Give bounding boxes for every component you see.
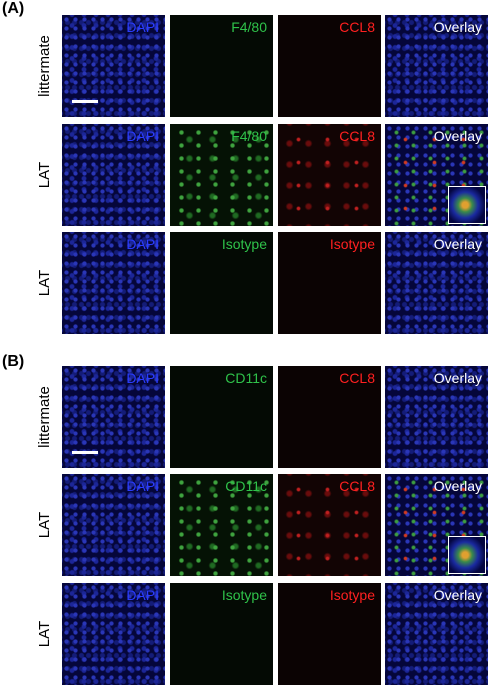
channel-label: Overlay <box>433 478 482 494</box>
channel-label: Overlay <box>433 370 482 386</box>
micrograph: DAPI <box>62 15 165 117</box>
row-label: LAT <box>36 620 53 648</box>
row-label: LAT <box>36 161 53 189</box>
channel-label: CCL8 <box>339 19 375 35</box>
micrograph: Overlay <box>385 15 488 117</box>
channel-label: DAPI <box>126 236 159 252</box>
micrograph: Overlay <box>385 583 488 685</box>
channel-label: Isotype <box>329 587 375 603</box>
channel-label: Overlay <box>433 236 482 252</box>
channel-label: F4/80 <box>231 19 267 35</box>
channel-label: CD11c <box>225 478 267 494</box>
micrograph: Isotype <box>278 583 381 685</box>
channel-label: Overlay <box>433 128 482 144</box>
channel-label: CD11c <box>225 370 267 386</box>
micrograph: CCL8 <box>278 15 381 117</box>
channel-label: F4/80 <box>231 128 267 144</box>
channel-label: CCL8 <box>339 478 375 494</box>
channel-label: CCL8 <box>339 128 375 144</box>
micrograph: Isotype <box>278 232 381 334</box>
micrograph: Isotype <box>170 583 273 685</box>
micrograph: Overlay <box>385 232 488 334</box>
micrograph: CCL8 <box>278 124 381 226</box>
panel-label: (A) <box>2 0 25 17</box>
row-label: littermate <box>36 35 53 97</box>
inset-image <box>448 536 486 574</box>
channel-label: DAPI <box>126 478 159 494</box>
micrograph: Overlay <box>385 366 488 468</box>
channel-label: Isotype <box>329 236 375 252</box>
micrograph: DAPI <box>62 232 165 334</box>
row-label: LAT <box>36 269 53 297</box>
micrograph: Overlay <box>385 124 488 226</box>
channel-label: DAPI <box>126 128 159 144</box>
micrograph: CCL8 <box>278 474 381 576</box>
micrograph: CD11c <box>170 366 273 468</box>
micrograph: DAPI <box>62 366 165 468</box>
micrograph: DAPI <box>62 124 165 226</box>
micrograph: F4/80 <box>170 124 273 226</box>
scale-bar <box>72 100 98 103</box>
panel-label: (B) <box>2 353 25 370</box>
row-label: LAT <box>36 511 53 539</box>
micrograph: DAPI <box>62 474 165 576</box>
inset-image <box>448 186 486 224</box>
micrograph: CCL8 <box>278 366 381 468</box>
micrograph: Overlay <box>385 474 488 576</box>
micrograph: DAPI <box>62 583 165 685</box>
channel-label: Overlay <box>433 19 482 35</box>
channel-label: DAPI <box>126 587 159 603</box>
micrograph: Isotype <box>170 232 273 334</box>
row-label: littermate <box>36 386 53 448</box>
scale-bar <box>72 451 98 454</box>
channel-label: Isotype <box>221 236 267 252</box>
channel-label: DAPI <box>126 370 159 386</box>
channel-label: Overlay <box>433 587 482 603</box>
micrograph: CD11c <box>170 474 273 576</box>
micrograph: F4/80 <box>170 15 273 117</box>
channel-label: Isotype <box>221 587 267 603</box>
channel-label: CCL8 <box>339 370 375 386</box>
channel-label: DAPI <box>126 19 159 35</box>
